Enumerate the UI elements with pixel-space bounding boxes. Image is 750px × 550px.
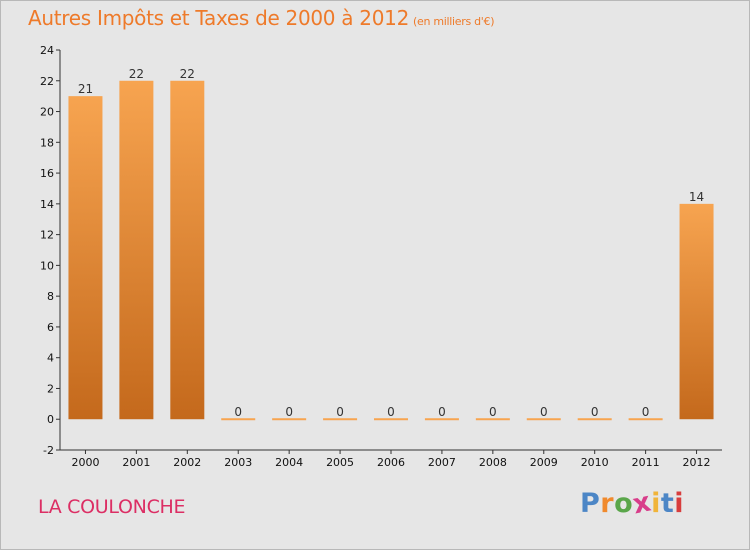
x-tick-label: 2009 [530,456,558,469]
y-tick-label: 22 [40,75,54,88]
x-tick-label: 2004 [275,456,303,469]
x-tick-label: 2005 [326,456,354,469]
bar-value-label: 0 [489,405,497,419]
y-tick-label: 0 [47,413,54,426]
bar [475,418,510,421]
x-tick-label: 2001 [122,456,150,469]
logo-letter: i [651,488,661,519]
bar-value-label: 0 [438,405,446,419]
bar-value-label: 21 [78,82,93,96]
bar [272,418,307,421]
logo-letter: P [580,488,601,519]
bar-value-label: 22 [180,67,195,81]
bar-value-label: 0 [336,405,344,419]
bar [526,418,561,421]
y-tick-label: 10 [40,259,54,272]
bar [577,418,612,421]
bar-value-label: 14 [689,190,704,204]
y-tick-label: 14 [40,198,54,211]
x-tick-label: 2011 [632,456,660,469]
bar-value-label: 0 [642,405,650,419]
x-tick-label: 2003 [224,456,252,469]
chart-unit-label: (en milliers d'€) [413,15,495,28]
x-tick-label: 2007 [428,456,456,469]
y-tick-label: 20 [40,106,54,119]
y-tick-label: 16 [40,167,54,180]
y-tick-label: -2 [43,444,54,457]
commune-name: LA COULONCHE [38,496,186,518]
logo-letter: i [674,488,685,519]
bar [119,80,154,420]
bar-value-label: 0 [234,405,242,419]
x-tick-label: 2012 [683,456,711,469]
bar-value-label: 0 [387,405,395,419]
x-tick-label: 2000 [71,456,99,469]
x-tick-label: 2008 [479,456,507,469]
y-tick-label: 6 [47,321,54,334]
logo-letter: r [600,488,615,519]
y-tick-label: 24 [40,44,54,57]
x-tick-label: 2010 [581,456,609,469]
logo-letter: o [614,488,634,519]
bar [424,418,459,421]
y-tick-label: 4 [47,352,54,365]
bar [221,418,256,421]
y-tick-label: 8 [47,290,54,303]
x-tick-label: 2006 [377,456,405,469]
bar-value-label: 0 [591,405,599,419]
chart-title-text: Autres Impôts et Taxes de 2000 à 2012 [28,6,409,30]
x-tick-label: 2002 [173,456,201,469]
bar [323,418,358,421]
y-tick-label: 12 [40,229,54,242]
bar-value-label: 0 [540,405,548,419]
logo-letter: t [660,488,675,519]
bar [170,80,205,420]
chart-title: Autres Impôts et Taxes de 2000 à 2012 (en… [28,6,494,30]
proxiti-logo: Proxiti [580,486,685,520]
chart-bars [68,80,714,421]
y-tick-label: 18 [40,136,54,149]
bar-value-label: 22 [129,67,144,81]
bar [628,418,663,421]
bar [68,96,103,420]
bar-value-label: 0 [285,405,293,419]
bar [374,418,408,421]
bar [679,203,714,420]
chart-labels: 2000 21 2001 22 2002 22 2003 0 2004 0 2005 0 2006 0 20… [71,67,710,469]
y-tick-label: 2 [47,382,54,395]
